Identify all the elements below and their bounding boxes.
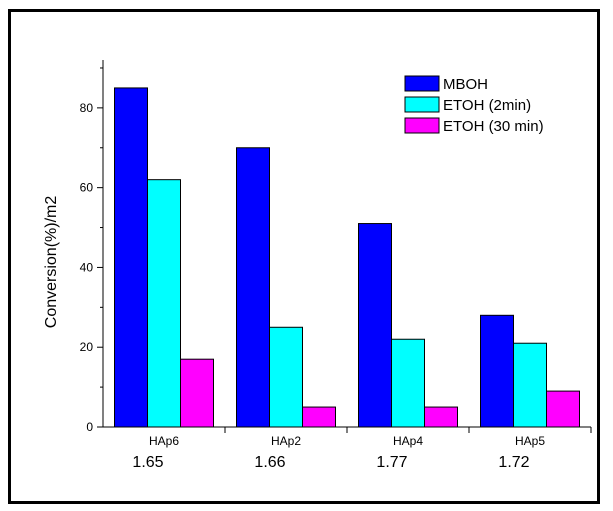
bar-mboh-hap4 bbox=[358, 223, 392, 428]
x-category-value-label: 1.65 bbox=[132, 454, 163, 471]
bar-etoh-30-min-hap5 bbox=[546, 390, 580, 428]
legend-label: ETOH (2min) bbox=[443, 97, 531, 114]
bar-etoh-2min-hap6 bbox=[147, 179, 181, 428]
legend-swatch bbox=[404, 117, 440, 134]
x-category-label: HAp6 bbox=[149, 434, 179, 448]
y-tick-label: 0 bbox=[86, 420, 93, 434]
x-tick-labels: HAp6 1.65 HAp2 1.66 HAp4 1.77 HAp5 1.72 bbox=[132, 434, 545, 471]
bar-etoh-30-min-hap4 bbox=[424, 406, 458, 428]
bar-mboh-hap2 bbox=[236, 147, 270, 428]
bar-etoh-2min-hap2 bbox=[269, 326, 303, 428]
legend-swatch bbox=[404, 96, 440, 113]
bar-etoh-2min-hap5 bbox=[513, 342, 547, 428]
y-tick-label: 20 bbox=[80, 340, 94, 354]
bar-chart: Conversion(%)/m2 0 20 40 60 80 HAp6 1.65 HAp2 1… bbox=[43, 60, 592, 471]
bar-etoh-2min-hap4 bbox=[391, 338, 425, 428]
y-tick-labels: 0 20 40 60 80 bbox=[80, 101, 94, 434]
legend-swatch bbox=[404, 75, 440, 92]
x-category-label: HAp5 bbox=[515, 434, 545, 448]
y-axis-title: Conversion(%)/m2 bbox=[43, 196, 60, 329]
y-tick-label: 40 bbox=[80, 260, 94, 274]
x-category-value-label: 1.66 bbox=[254, 454, 285, 471]
legend-label: ETOH (30 min) bbox=[443, 118, 544, 135]
x-category-label: HAp4 bbox=[393, 434, 423, 448]
x-category-label: HAp2 bbox=[271, 434, 301, 448]
bar-etoh-30-min-hap6 bbox=[180, 358, 214, 428]
axes-group bbox=[97, 60, 592, 433]
x-category-value-label: 1.77 bbox=[376, 454, 407, 471]
bar-mboh-hap6 bbox=[114, 87, 148, 428]
legend-label: MBOH bbox=[443, 76, 488, 93]
bar-mboh-hap5 bbox=[480, 314, 514, 428]
legend: MBOH ETOH (2min) ETOH (30 min) bbox=[404, 75, 544, 135]
y-tick-label: 60 bbox=[80, 181, 94, 195]
y-tick-label: 80 bbox=[80, 101, 94, 115]
bar-etoh-30-min-hap2 bbox=[302, 406, 336, 428]
x-category-value-label: 1.72 bbox=[498, 454, 529, 471]
chart-frame: Conversion(%)/m2 0 20 40 60 80 HAp6 1.65 HAp2 1… bbox=[8, 9, 600, 504]
bars-group bbox=[114, 87, 580, 428]
